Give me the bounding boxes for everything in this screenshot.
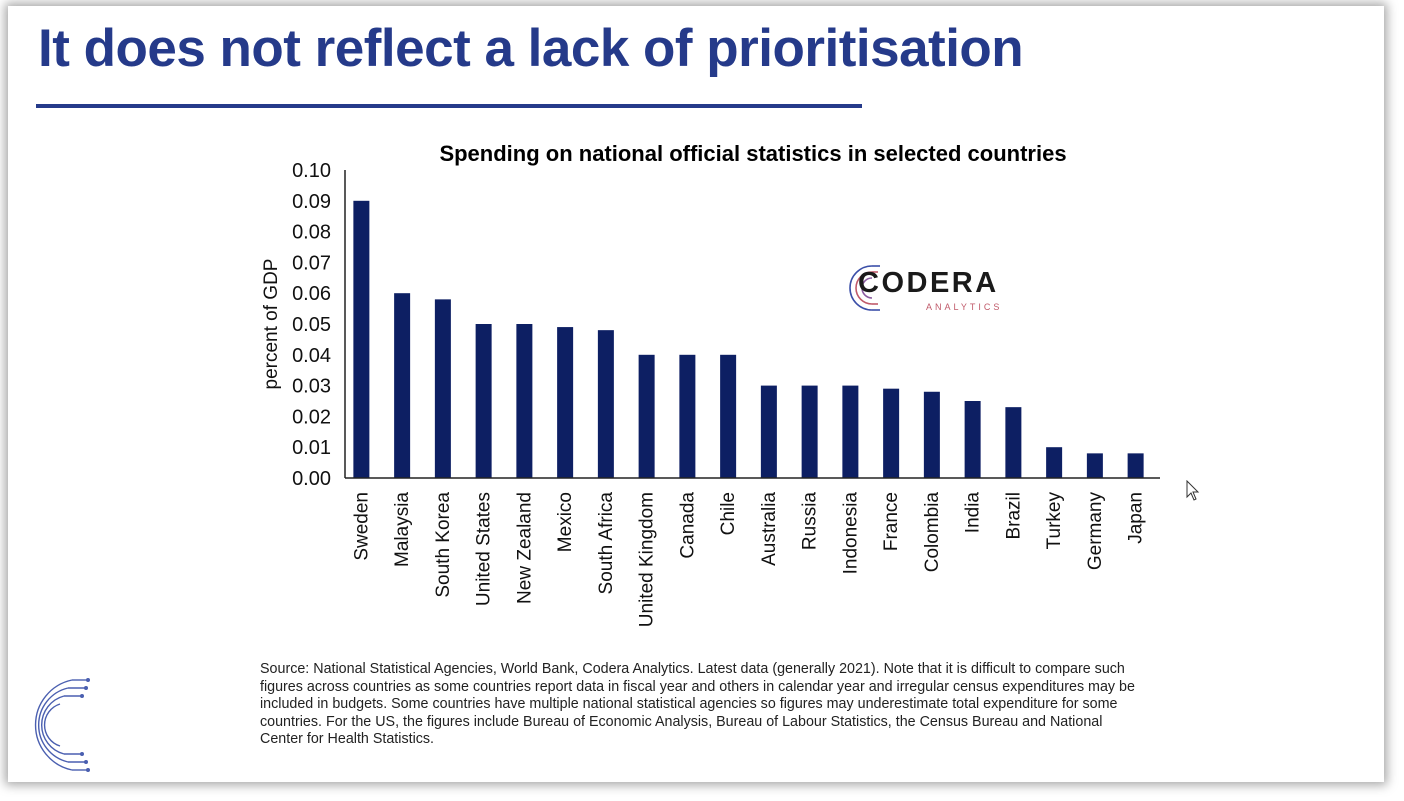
y-tick-label: 0.09 <box>292 191 331 213</box>
x-tick-label: Russia <box>800 492 821 551</box>
bar <box>516 324 533 478</box>
bar <box>353 200 370 479</box>
x-tick-label: United Kingdom <box>637 492 658 627</box>
y-tick-label: 0.07 <box>292 252 331 274</box>
codera-corner-logo-icon <box>34 678 90 772</box>
y-tick-label: 0.03 <box>292 376 331 398</box>
codera-logo-mark-icon <box>849 265 880 311</box>
y-tick-label: 0.04 <box>292 345 331 367</box>
x-tick-label: Germany <box>1085 492 1106 571</box>
bar <box>1127 453 1144 478</box>
y-tick-label: 0.02 <box>292 406 331 428</box>
x-axis-labels: Sweden Malaysia South Korea United States Ne… <box>351 492 1146 628</box>
x-tick-label: Sweden <box>351 492 372 561</box>
x-tick-label: South Africa <box>596 492 617 595</box>
y-tick-label: 0.08 <box>292 222 331 244</box>
bar <box>842 385 859 478</box>
x-tick-label: South Korea <box>433 492 454 598</box>
y-tick-label: 0.01 <box>292 437 331 459</box>
x-tick-label: Canada <box>677 492 698 559</box>
codera-wordmark: CODERA <box>858 267 999 299</box>
y-axis-ticks: 0.00 0.01 0.02 0.03 0.04 0.05 0.06 0.07 0.08 0.09… <box>292 160 331 490</box>
slide-title: It does not reflect a lack of prioritisa… <box>38 19 1024 78</box>
y-tick-label: 0.05 <box>292 314 331 336</box>
y-axis-label: percent of GDP <box>261 259 282 390</box>
bar <box>801 385 818 478</box>
x-tick-label: Colombia <box>922 492 943 573</box>
mouse-cursor-icon <box>1186 480 1200 501</box>
bar <box>434 299 451 478</box>
source-note: Source: National Statistical Agencies, W… <box>260 661 1135 748</box>
x-tick-label: Indonesia <box>840 492 861 575</box>
chart-title: Spending on national official statistics… <box>439 141 1066 166</box>
x-tick-label: India <box>963 492 984 534</box>
x-tick-label: Malaysia <box>392 492 413 567</box>
x-tick-label: Mexico <box>555 492 576 552</box>
bar <box>1086 453 1103 478</box>
bars <box>353 200 1144 479</box>
bar <box>923 391 940 478</box>
bar <box>1046 447 1063 478</box>
y-tick-label: 0.06 <box>292 283 331 305</box>
bar <box>760 385 777 478</box>
bar <box>883 388 900 478</box>
bar <box>720 354 737 478</box>
bar <box>557 327 574 478</box>
x-tick-label: Japan <box>1126 492 1147 544</box>
x-tick-label: Turkey <box>1044 492 1065 550</box>
bar <box>964 401 981 478</box>
slide <box>8 6 1384 782</box>
y-tick-label: 0.10 <box>292 160 331 182</box>
bar <box>1005 407 1022 478</box>
bar <box>679 354 696 478</box>
title-underline <box>36 104 862 108</box>
bar <box>597 330 614 478</box>
x-tick-label: United States <box>474 492 495 606</box>
x-tick-label: Brazil <box>1003 492 1024 540</box>
codera-logo: CODERA ANALYTICS <box>840 256 1030 316</box>
bar <box>394 293 411 478</box>
y-tick-label: 0.00 <box>292 468 331 490</box>
bar <box>475 324 492 478</box>
bar <box>638 354 655 478</box>
x-tick-label: New Zealand <box>514 492 535 604</box>
codera-subtitle: ANALYTICS <box>926 302 1003 312</box>
x-tick-label: France <box>881 492 902 551</box>
x-tick-label: Chile <box>718 492 739 535</box>
x-tick-label: Australia <box>759 492 780 566</box>
